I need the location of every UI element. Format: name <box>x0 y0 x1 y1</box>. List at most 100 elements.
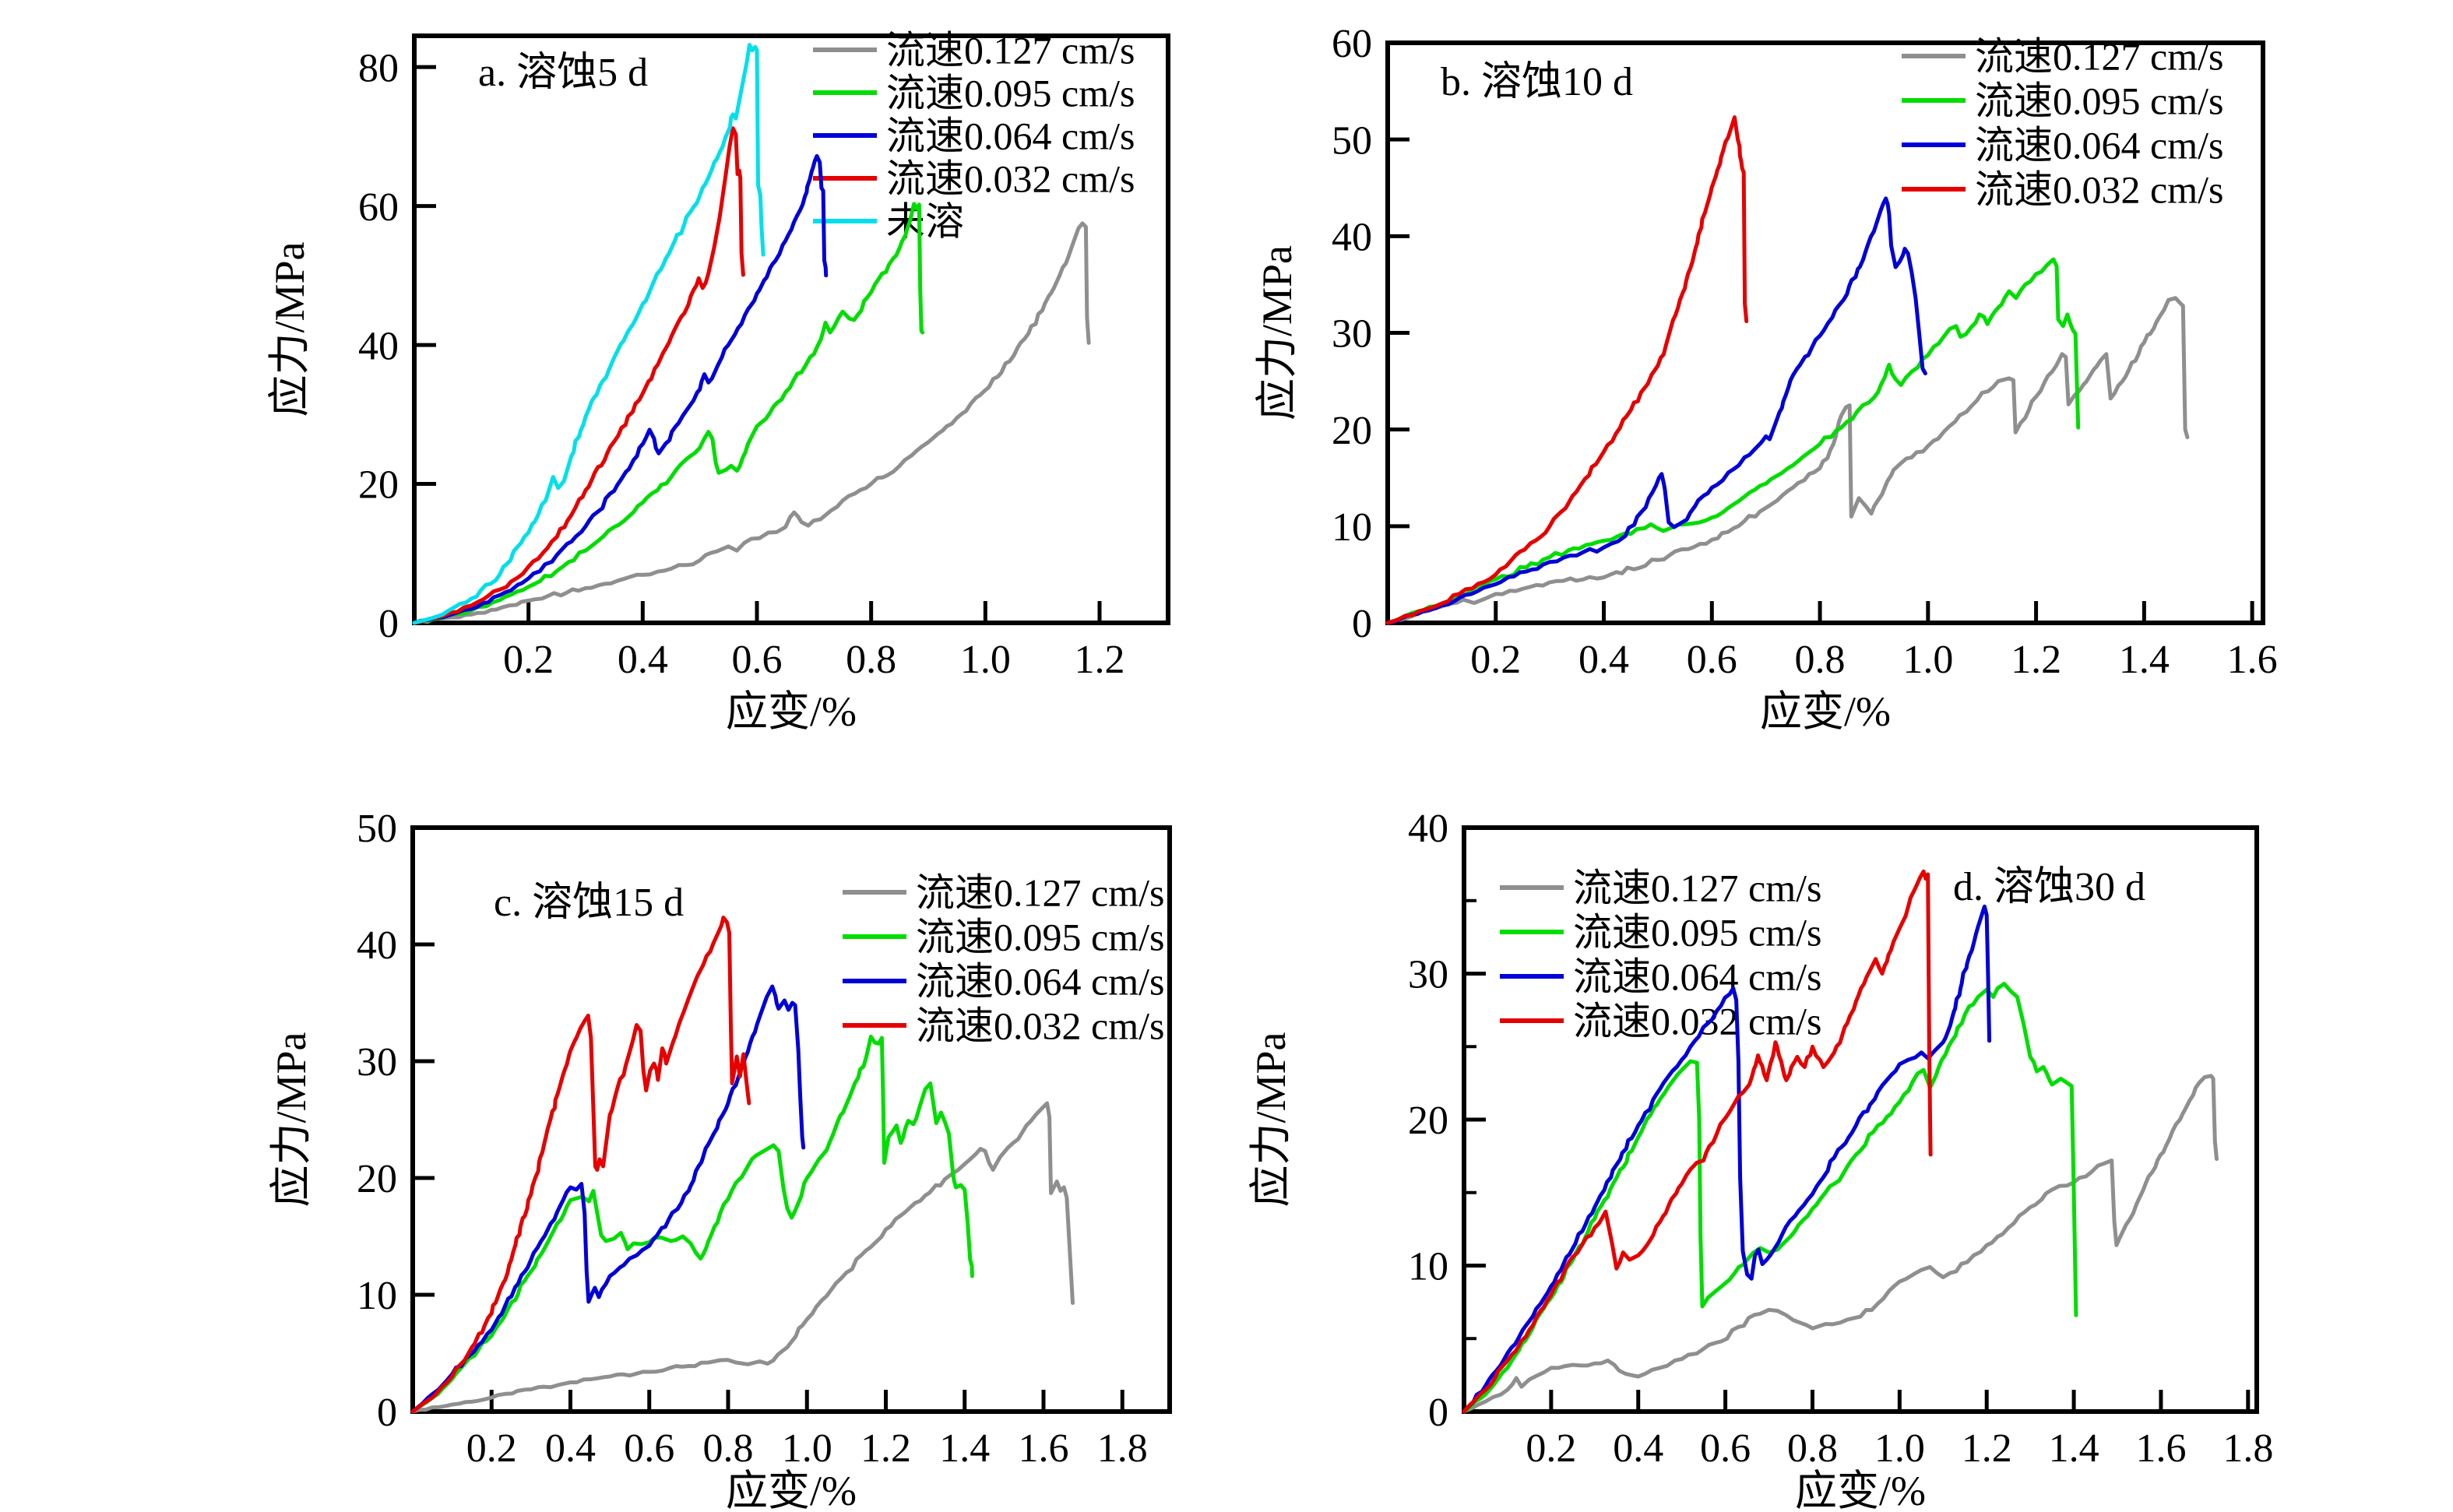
panel-title: a. 溶蚀5 d <box>478 51 648 95</box>
series-line-d-4 <box>1462 869 1933 1414</box>
panel-c: 0.2 0.4 0.6 0.8 1.0 1.2 1.4 1.6 1.8 0 10 20 30 40 50 应变… <box>268 807 1172 1512</box>
panel-d: 0.2 0.4 0.6 0.8 1.0 1.2 1.4 1.6 1.8 0 10 20 30 40 应变/%… <box>1248 807 2273 1512</box>
x-tick-label: 0.4 <box>545 1426 596 1471</box>
y-tick-label: 10 <box>1332 505 1372 550</box>
x-tick-label: 1.6 <box>2227 638 2278 682</box>
y-tick-label: 80 <box>358 46 399 90</box>
x-tick-label: 1.0 <box>782 1426 832 1471</box>
x-axis-label: 应变/% <box>1795 1468 1926 1512</box>
x-tick-label: 1.4 <box>2049 1426 2099 1471</box>
legend-label: 流速0.032 cm/s <box>916 1004 1164 1048</box>
x-tick-label: 0.2 <box>1470 638 1521 682</box>
legend-label: 流速0.095 cm/s <box>1975 79 2223 123</box>
panel-title: c. 溶蚀15 d <box>494 881 684 925</box>
y-tick-label: 0 <box>1352 602 1372 646</box>
legend-label: 流速0.032 cm/s <box>886 157 1135 201</box>
y-tick-label: 20 <box>357 1157 397 1201</box>
series-line-b-1 <box>1385 296 2190 625</box>
y-tick-label: 30 <box>357 1040 397 1085</box>
panel-title: d. 溶蚀30 d <box>1953 865 2145 909</box>
x-tick-label: 0.8 <box>846 638 896 682</box>
panel-a: 0.2 0.4 0.6 0.8 1.0 1.2 0 20 40 60 80 应变/% 应力/MPa a. … <box>266 29 1170 735</box>
series-line-a-2 <box>412 202 925 625</box>
x-tick-label: 0.6 <box>1687 638 1737 682</box>
x-axis-label: 应变/% <box>1760 688 1891 735</box>
y-tick-label: 40 <box>1408 807 1448 851</box>
y-tick-label: 0 <box>1428 1391 1448 1435</box>
panel-b: 0.2 0.4 0.6 0.8 1.0 1.2 1.4 1.6 0 10 20 30 40 50 60 应变/… <box>1254 22 2278 735</box>
x-tick-label: 1.2 <box>860 1426 911 1471</box>
x-tick-label: 0.2 <box>1526 1426 1576 1471</box>
legend-label: 流速0.095 cm/s <box>1573 911 1821 955</box>
x-tick-label: 1.0 <box>1874 1426 1925 1471</box>
legend-label: 流速0.127 cm/s <box>916 871 1164 915</box>
series-line-c-4 <box>410 916 751 1414</box>
series-line-a-1 <box>412 221 1091 625</box>
plot-frame-a <box>412 33 1170 625</box>
y-tick-label: 40 <box>1332 216 1372 260</box>
y-tick-label: 10 <box>1408 1245 1448 1289</box>
y-tick-label: 20 <box>1332 409 1372 453</box>
y-tick-label: 20 <box>358 463 399 508</box>
legend-label: 流速0.095 cm/s <box>916 916 1164 959</box>
legend-label: 流速0.127 cm/s <box>1573 867 1821 910</box>
x-tick-label: 0.8 <box>1795 638 1846 682</box>
series-line-c-1 <box>410 1101 1075 1414</box>
y-axis-label: 应力/MPa <box>268 1032 315 1207</box>
x-tick-label: 0.4 <box>1613 1426 1663 1471</box>
series-line-a-3 <box>412 153 829 625</box>
series-line-a-4 <box>412 126 745 625</box>
y-axis-label: 应力/MPa <box>1254 245 1300 420</box>
x-tick-label: 1.2 <box>2011 638 2061 682</box>
y-tick-label: 10 <box>357 1274 397 1318</box>
x-axis-label: 应变/% <box>726 1468 857 1512</box>
x-tick-label: 1.0 <box>960 638 1011 682</box>
series-line-d-1 <box>1462 1074 2219 1414</box>
series-line-c-2 <box>410 1035 974 1414</box>
y-tick-label: 40 <box>358 324 399 368</box>
series-line-b-3 <box>1385 196 1927 625</box>
y-tick-label: 50 <box>357 807 397 851</box>
legend-label: 流速0.127 cm/s <box>886 29 1135 72</box>
legend-label: 未溶 <box>886 200 964 244</box>
y-tick-label: 0 <box>377 1391 397 1435</box>
x-tick-label: 1.0 <box>1902 638 1953 682</box>
x-tick-label: 1.2 <box>1075 638 1125 682</box>
x-tick-label: 0.2 <box>466 1426 517 1471</box>
series-line-b-4 <box>1385 115 1749 625</box>
y-tick-label: 40 <box>357 923 397 968</box>
x-axis-label: 应变/% <box>726 688 857 735</box>
x-tick-label: 1.6 <box>2135 1426 2186 1471</box>
panel-title: b. 溶蚀10 d <box>1441 60 1633 104</box>
x-tick-label: 0.6 <box>732 638 783 682</box>
y-tick-label: 0 <box>378 602 399 646</box>
y-tick-label: 20 <box>1408 1099 1448 1143</box>
x-tick-label: 1.6 <box>1019 1426 1069 1471</box>
legend-label: 流速0.127 cm/s <box>1975 35 2223 79</box>
plot-frame-c <box>410 825 1172 1414</box>
x-tick-label: 1.8 <box>1097 1426 1148 1471</box>
x-tick-label: 0.2 <box>503 638 554 682</box>
legend-label: 流速0.064 cm/s <box>886 114 1135 158</box>
y-tick-label: 30 <box>1408 953 1448 997</box>
series-line-d-2 <box>1462 982 2078 1414</box>
y-tick-label: 60 <box>358 185 399 230</box>
legend-label: 流速0.095 cm/s <box>886 72 1135 115</box>
x-tick-label: 0.6 <box>624 1426 674 1471</box>
x-tick-label: 0.4 <box>1578 638 1629 682</box>
series-line-b-2 <box>1385 257 2081 625</box>
series-line-c-3 <box>410 984 806 1414</box>
x-tick-label: 1.8 <box>2222 1426 2273 1471</box>
x-tick-label: 0.6 <box>1700 1426 1751 1471</box>
series-line-a-5 <box>412 43 765 625</box>
y-tick-label: 60 <box>1332 22 1372 66</box>
x-tick-label: 0.8 <box>1787 1426 1838 1471</box>
y-axis-label: 应力/MPa <box>1248 1032 1294 1207</box>
y-tick-label: 50 <box>1332 118 1372 163</box>
